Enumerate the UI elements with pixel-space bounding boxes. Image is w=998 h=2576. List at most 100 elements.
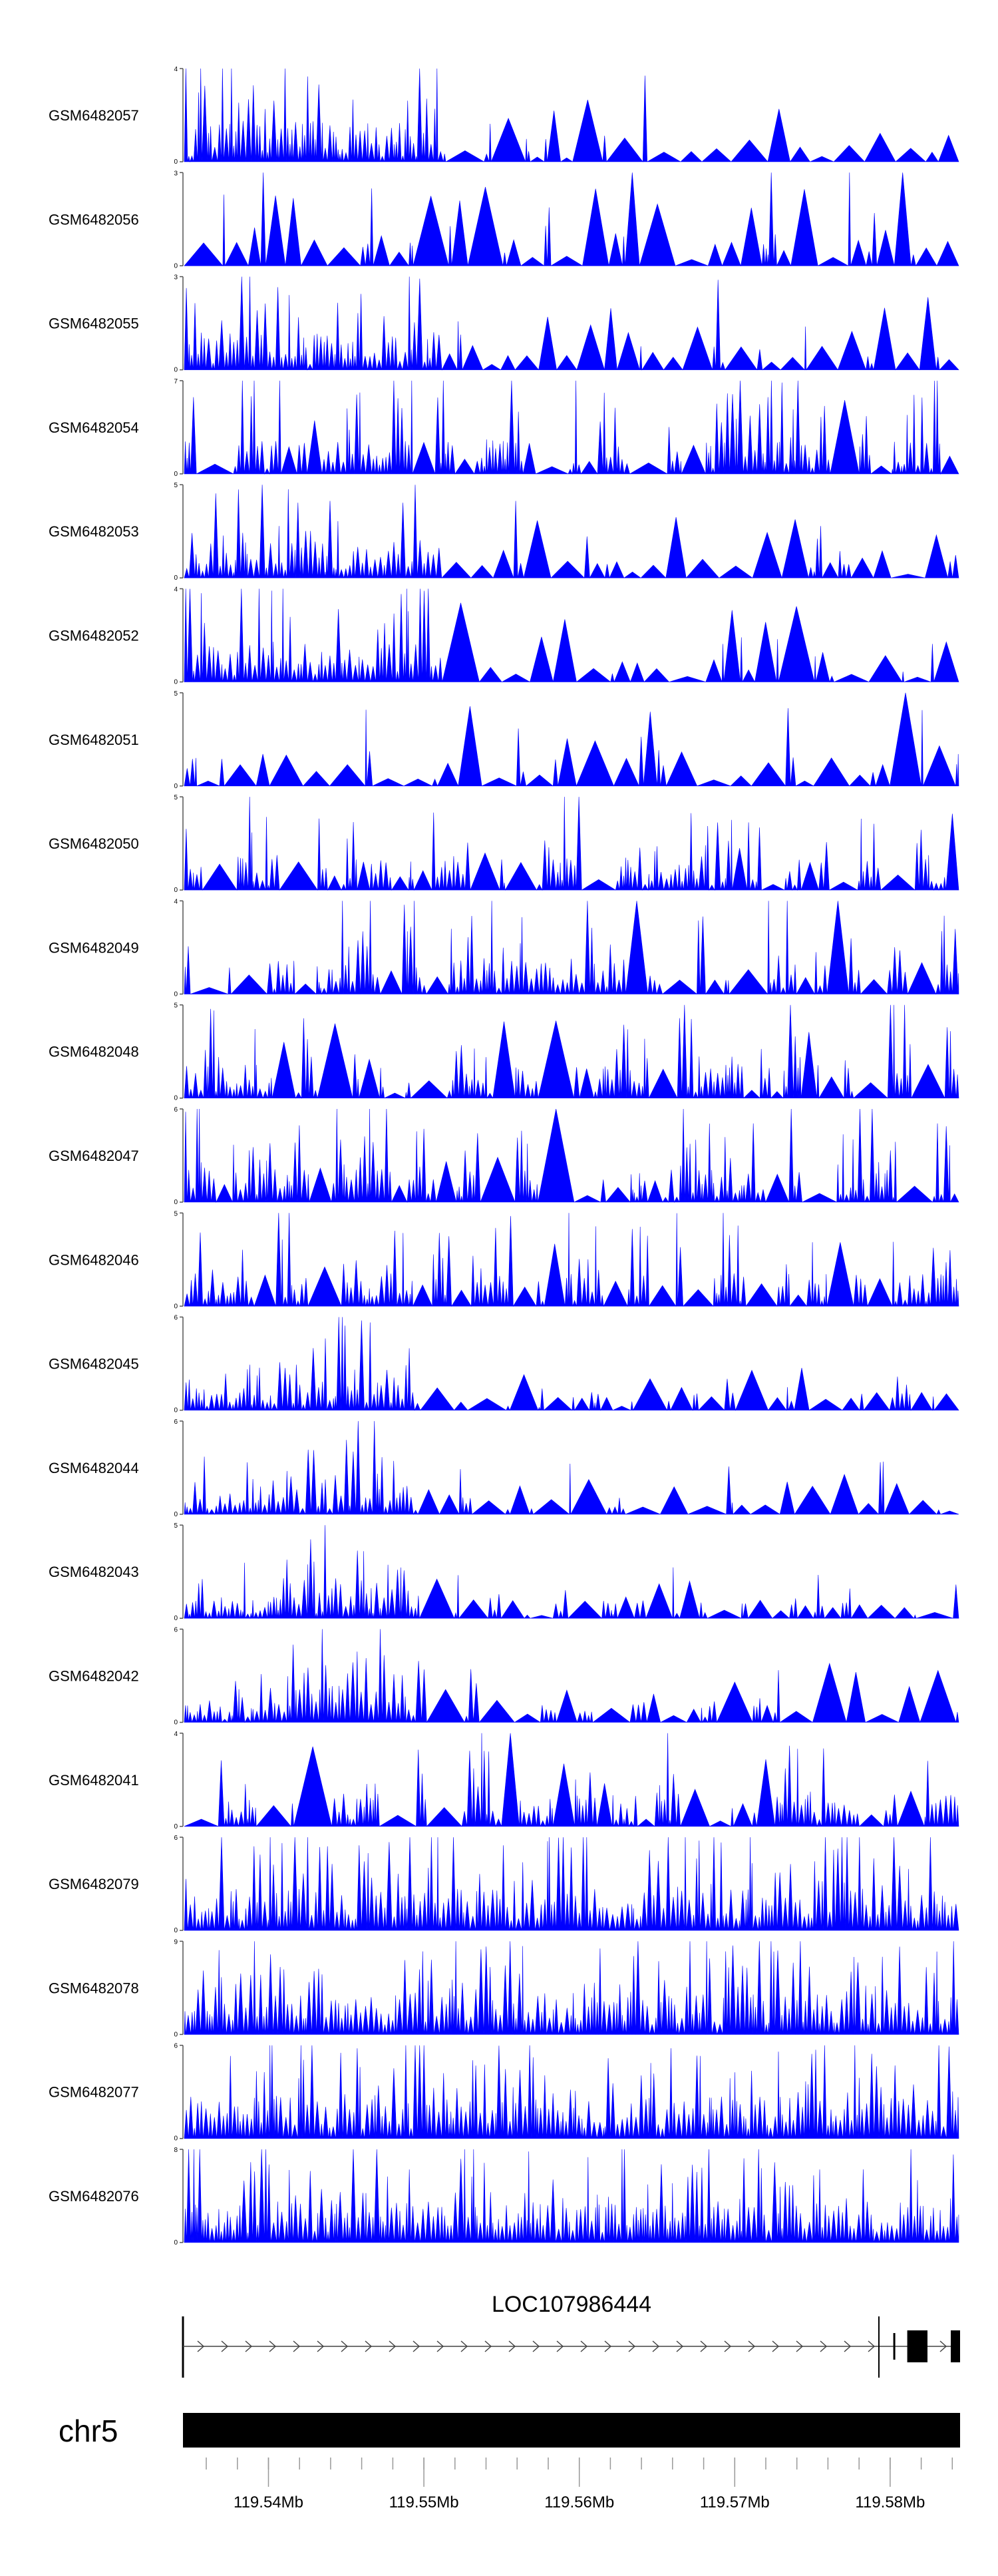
strand-arrow	[197, 2340, 205, 2352]
y-tick-label-max: 6	[174, 1834, 178, 1842]
track-label: GSM6482047	[49, 1148, 139, 1164]
y-tick-label-min: 0	[174, 1927, 178, 1934]
y-tick-label-max: 5	[174, 482, 178, 489]
track-GSM6482041: GSM6482041 4 0	[49, 1731, 959, 1830]
y-tick-label-min: 0	[174, 783, 178, 790]
strand-arrow	[724, 2340, 732, 2352]
track-GSM6482048: GSM6482048 5 0	[49, 1002, 959, 1102]
coverage-area	[184, 1317, 959, 1411]
y-tick-label-min: 0	[174, 574, 178, 582]
y-tick-label-max: 5	[174, 1522, 178, 1530]
strand-arrow	[317, 2340, 325, 2352]
y-tick-label-max: 3	[174, 274, 178, 282]
track-label: GSM6482045	[49, 1356, 139, 1373]
y-tick-label-max: 5	[174, 1210, 178, 1217]
y-tick-label-min: 0	[174, 2135, 178, 2143]
strand-arrow	[484, 2340, 492, 2352]
chromosome-axis-track: chr5 119.54Mb 119.55Mb 119.56Mb 119.57Mb 119.…	[59, 2413, 960, 2511]
y-tick-label-max: 6	[174, 2043, 178, 2050]
y-tick-label-max: 5	[174, 690, 178, 698]
y-tick-label-min: 0	[174, 2031, 178, 2038]
track-label: GSM6482056	[49, 211, 139, 228]
coverage-area	[184, 1629, 959, 1723]
track-label: GSM6482050	[49, 835, 139, 852]
y-tick-label-min: 0	[174, 679, 178, 686]
y-tick-label-max: 6	[174, 1315, 178, 1322]
track-label: GSM6482049	[49, 939, 139, 956]
y-tick-label-min: 0	[174, 2239, 178, 2247]
y-tick-label-max: 4	[174, 66, 178, 73]
y-tick-label-max: 4	[174, 1731, 178, 1738]
track-label: GSM6482046	[49, 1251, 139, 1268]
y-tick-label-min: 0	[174, 887, 178, 894]
strand-arrow	[748, 2340, 756, 2352]
strand-arrow	[460, 2340, 468, 2352]
y-tick-label-min: 0	[174, 1823, 178, 1830]
y-tick-label-max: 6	[174, 1418, 178, 1426]
strand-arrow	[556, 2340, 564, 2352]
strand-arrow	[532, 2340, 540, 2352]
y-tick-label-max: 5	[174, 1002, 178, 1010]
strand-arrow	[676, 2340, 684, 2352]
y-tick-label-min: 0	[174, 262, 178, 270]
strand-arrow	[844, 2340, 852, 2352]
track-label: GSM6482042	[49, 1668, 139, 1685]
track-label: GSM6482044	[49, 1460, 139, 1476]
y-tick-label-min: 0	[174, 367, 178, 374]
y-tick-label-max: 4	[174, 898, 178, 905]
track-label: GSM6482041	[49, 1772, 139, 1789]
coverage-area	[184, 276, 959, 371]
track-label: GSM6482048	[49, 1044, 139, 1060]
track-GSM6482056: GSM6482056 3 0	[49, 170, 959, 270]
x-tick-label: 119.55Mb	[389, 2493, 459, 2511]
y-tick-label-min: 0	[174, 1615, 178, 1622]
track-label: GSM6482054	[49, 419, 139, 436]
x-tick-label: 119.57Mb	[700, 2493, 770, 2511]
strand-arrow	[245, 2340, 253, 2352]
track-GSM6482077: GSM6482077 6 0	[49, 2043, 959, 2143]
strand-arrow	[939, 2340, 947, 2352]
y-tick-label-max: 7	[174, 378, 178, 385]
strand-arrow	[413, 2340, 420, 2352]
y-tick-label-max: 5	[174, 794, 178, 801]
track-label: GSM6482079	[49, 1876, 139, 1892]
track-GSM6482078: GSM6482078 9 0	[49, 1938, 959, 2038]
track-label: GSM6482057	[49, 107, 139, 124]
coverage-area	[184, 1733, 959, 1827]
coverage-area	[184, 1941, 959, 2035]
track-label: GSM6482078	[49, 1980, 139, 1996]
track-GSM6482049: GSM6482049 4 0	[49, 898, 959, 998]
strand-arrow	[508, 2340, 516, 2352]
coverage-area	[184, 485, 959, 579]
y-tick-label-min: 0	[174, 1199, 178, 1206]
y-tick-label-max: 4	[174, 586, 178, 594]
track-label: GSM6482076	[49, 2188, 139, 2205]
track-GSM6482043: GSM6482043 5 0	[49, 1522, 959, 1622]
strand-arrow	[580, 2340, 588, 2352]
strand-arrow	[628, 2340, 636, 2352]
track-label: GSM6482052	[49, 628, 139, 644]
y-tick-label-min: 0	[174, 1511, 178, 1518]
track-GSM6482044: GSM6482044 6 0	[49, 1418, 959, 1518]
track-GSM6482045: GSM6482045 6 0	[49, 1315, 959, 1414]
track-GSM6482047: GSM6482047 6 0	[49, 1106, 959, 1206]
strand-arrow	[221, 2340, 229, 2352]
gene-exon	[951, 2330, 960, 2362]
coverage-area	[184, 1525, 959, 1619]
track-GSM6482050: GSM6482050 5 0	[49, 794, 959, 894]
strand-arrow	[652, 2340, 660, 2352]
chromosome-label: chr5	[59, 2414, 118, 2448]
coverage-area	[184, 797, 959, 891]
x-tick-label: 119.54Mb	[234, 2493, 303, 2511]
strand-arrow	[868, 2340, 876, 2352]
track-GSM6482042: GSM6482042 6 0	[49, 1627, 959, 1727]
y-tick-label-min: 0	[174, 471, 178, 478]
y-tick-label-max: 3	[174, 170, 178, 177]
y-tick-label-min: 0	[174, 1303, 178, 1310]
y-tick-label-min: 0	[174, 1095, 178, 1102]
coverage-area	[184, 1213, 959, 1307]
track-GSM6482076: GSM6482076 8 0	[49, 2147, 959, 2247]
coverage-area	[184, 2045, 959, 2139]
y-tick-label-min: 0	[174, 158, 178, 166]
